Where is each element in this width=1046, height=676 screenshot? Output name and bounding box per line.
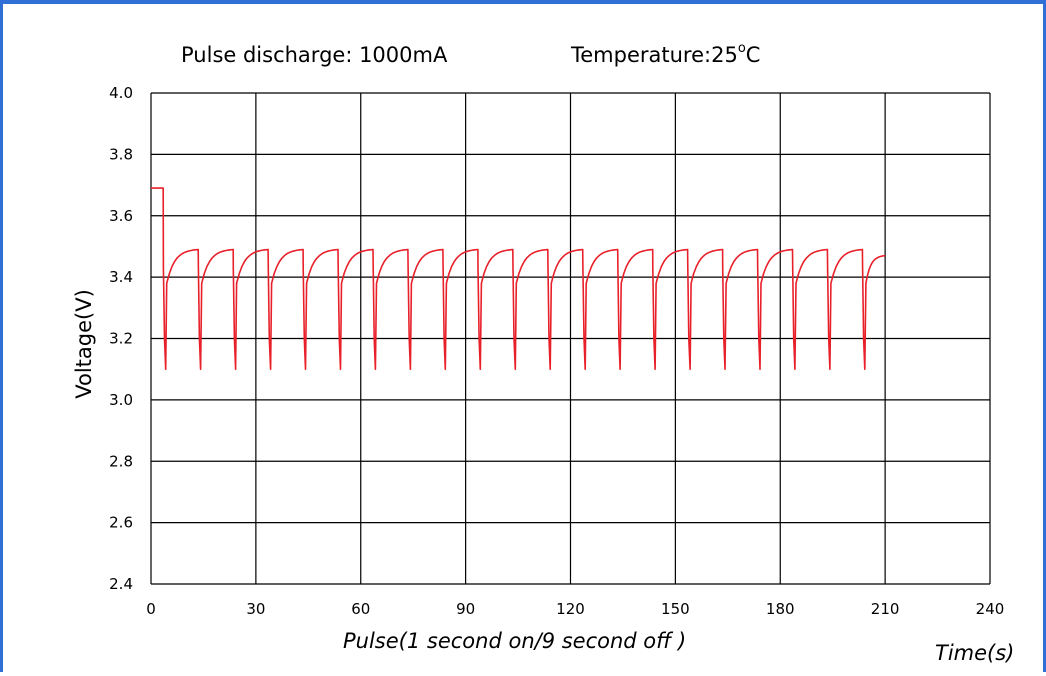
y-axis-label: Voltage(V) bbox=[72, 289, 96, 399]
y-tick-label: 2.8 bbox=[109, 452, 133, 470]
y-tick-label: 3.2 bbox=[109, 330, 133, 348]
voltage-series-line bbox=[151, 187, 886, 371]
chart-title-right: Temperature:25oC bbox=[570, 41, 760, 67]
y-tick-label: 3.8 bbox=[109, 145, 133, 163]
y-tick-label: 3.6 bbox=[109, 207, 133, 225]
y-tick-label: 3.0 bbox=[109, 391, 133, 409]
chart-title-left: Pulse discharge: 1000mA bbox=[181, 43, 448, 67]
y-tick-label: 2.4 bbox=[109, 575, 133, 593]
x-tick-label: 210 bbox=[871, 600, 900, 618]
series-group bbox=[151, 187, 886, 371]
x-axis-unit: Time(s) bbox=[935, 641, 1014, 665]
x-tick-label: 90 bbox=[456, 600, 475, 618]
x-tick-labels: 0 30 60 90 120 150 180 210 240 bbox=[146, 600, 1004, 618]
y-tick-label: 3.4 bbox=[109, 268, 133, 286]
x-axis-label: Pulse(1 second on/9 second off ) bbox=[343, 629, 686, 653]
y-tick-label: 4.0 bbox=[109, 84, 133, 102]
chart: 2.4 2.6 2.8 3.0 3.2 3.4 3.6 3.8 4.0 0 30 60 90 120 15… bbox=[72, 41, 1014, 665]
y-tick-labels: 2.4 2.6 2.8 3.0 3.2 3.4 3.6 3.8 4.0 bbox=[109, 84, 133, 593]
x-tick-label: 60 bbox=[351, 600, 370, 618]
grid bbox=[150, 92, 991, 585]
x-tick-label: 0 bbox=[146, 600, 156, 618]
x-tick-label: 180 bbox=[766, 600, 795, 618]
x-tick-label: 30 bbox=[246, 600, 265, 618]
y-tick-label: 2.6 bbox=[109, 514, 133, 532]
x-tick-label: 120 bbox=[556, 600, 585, 618]
x-tick-label: 150 bbox=[661, 600, 690, 618]
x-tick-label: 240 bbox=[976, 600, 1005, 618]
